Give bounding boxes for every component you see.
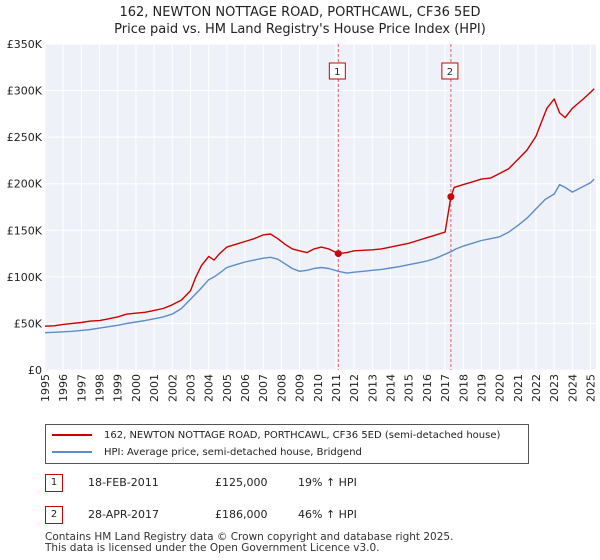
chart-subtitle: Price paid vs. HM Land Registry's House … (114, 22, 486, 37)
sale-hpi-change: 19% ↑ HPI (298, 476, 357, 489)
sale-label-text: 2 (447, 67, 453, 78)
x-tick-label: 2022 (530, 374, 543, 402)
x-tick-label: 1995 (39, 374, 52, 402)
legend-label-hpi: HPI: Average price, semi-detached house,… (104, 446, 362, 458)
series-line-property (44, 88, 595, 327)
legend-item-property: 162, NEWTON NOTTAGE ROAD, PORTHCAWL, CF3… (52, 427, 500, 443)
x-tick-label: 1997 (75, 374, 88, 402)
x-tick-label: 2024 (566, 374, 579, 402)
x-tick-label: 2002 (166, 374, 179, 402)
y-tick-label: £200K (7, 178, 43, 191)
legend: 162, NEWTON NOTTAGE ROAD, PORTHCAWL, CF3… (45, 424, 529, 464)
x-tick-label: 2013 (366, 374, 379, 402)
sale-label-box (328, 62, 346, 80)
sale-point (447, 193, 455, 201)
x-tick-label: 2004 (203, 374, 216, 402)
footer: Contains HM Land Registry data © Crown c… (45, 532, 453, 554)
x-tick-label: 2007 (257, 374, 270, 402)
x-tick-label: 2010 (312, 374, 325, 402)
x-tick-label: 2001 (148, 374, 161, 402)
sale-hpi-change: 46% ↑ HPI (298, 508, 357, 521)
y-tick-label: £0 (28, 364, 42, 377)
x-tick-label: 2020 (494, 374, 507, 402)
y-tick-label: £350K (7, 38, 43, 51)
x-tick-label: 2015 (403, 374, 416, 402)
x-tick-label: 2023 (548, 374, 561, 402)
legend-swatch-property (52, 434, 92, 436)
x-tick-label: 2021 (512, 374, 525, 402)
sale-label-text: 1 (334, 67, 340, 78)
footer-copyright: Contains HM Land Registry data © Crown c… (45, 531, 454, 543)
sale-label-box (441, 62, 459, 80)
y-tick-label: £300K (7, 85, 43, 98)
sale-point (334, 250, 342, 258)
sale-date: 18-FEB-2011 (88, 476, 159, 489)
x-tick-label: 2017 (439, 374, 452, 402)
sale-date: 28-APR-2017 (88, 508, 160, 521)
x-tick-label: 2003 (184, 374, 197, 402)
sale-price: £125,000 (215, 476, 268, 489)
x-tick-label: 2016 (421, 374, 434, 402)
series-line-hpi (44, 178, 595, 334)
x-tick-label: 2025 (585, 374, 598, 402)
sale-number-badge: 1 (45, 474, 63, 492)
footer-licence: This data is licensed under the Open Gov… (45, 542, 380, 554)
x-tick-label: 2012 (348, 374, 361, 402)
x-tick-label: 2005 (221, 374, 234, 402)
chart-title: 162, NEWTON NOTTAGE ROAD, PORTHCAWL, CF3… (119, 5, 481, 20)
x-tick-label: 2008 (275, 374, 288, 402)
x-tick-label: 1998 (94, 374, 107, 402)
plot-area (45, 44, 596, 370)
x-tick-label: 2019 (475, 374, 488, 402)
legend-label-property: 162, NEWTON NOTTAGE ROAD, PORTHCAWL, CF3… (104, 429, 501, 441)
chart-title-block: 162, NEWTON NOTTAGE ROAD, PORTHCAWL, CF3… (0, 4, 600, 38)
x-tick-label: 1999 (112, 374, 125, 402)
x-tick-label: 2000 (130, 374, 143, 402)
y-tick-label: £50K (14, 317, 43, 330)
x-tick-label: 2011 (330, 374, 343, 402)
legend-item-hpi: HPI: Average price, semi-detached house,… (52, 444, 362, 460)
y-tick-label: £250K (7, 131, 43, 144)
price-chart: £0 £50K £100K £150K £200K £250K £300K £350K 1995… (7, 38, 598, 402)
x-tick-label: 2006 (239, 374, 252, 402)
sale-price: £186,000 (215, 508, 268, 521)
y-tick-label: £150K (7, 224, 43, 237)
x-tick-label: 2014 (385, 374, 398, 402)
x-tick-label: 1996 (57, 374, 70, 402)
legend-swatch-hpi (52, 451, 92, 453)
x-tick-label: 2009 (294, 374, 307, 402)
y-tick-label: £100K (7, 271, 43, 284)
sale-number-badge: 2 (45, 506, 63, 524)
x-tick-label: 2018 (457, 374, 470, 402)
